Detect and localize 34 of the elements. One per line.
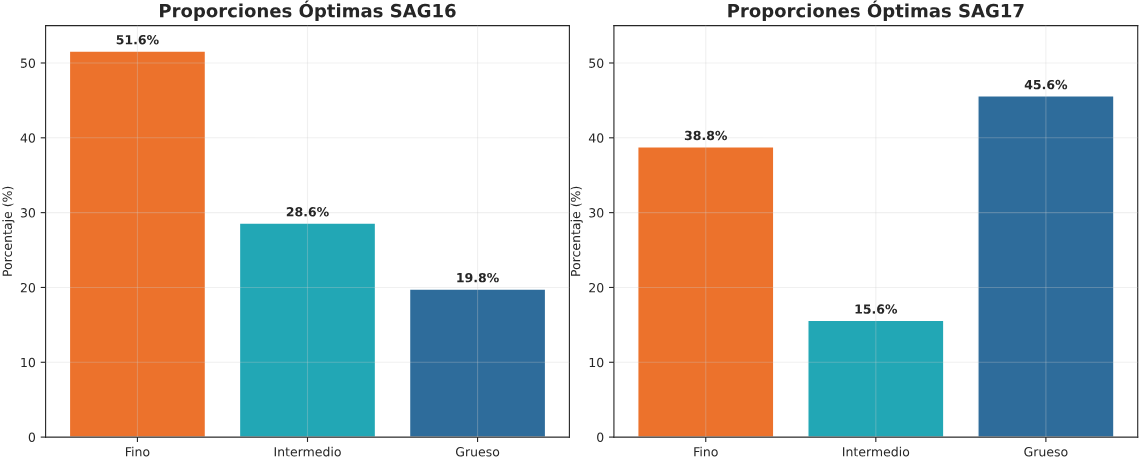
bar	[408, 288, 547, 438]
bar	[68, 50, 207, 438]
data-label: 51.6%	[116, 34, 159, 45]
data-label: 38.8%	[684, 130, 728, 141]
y-tick-label: 20	[589, 282, 604, 293]
y-tick-label: 10	[21, 357, 36, 368]
y-tick-label: 50	[20, 58, 36, 68]
data-label: 19.8%	[457, 272, 499, 283]
y-tick-label: 30	[20, 208, 36, 218]
chart-title: Proporciones Óptimas SAG17	[728, 0, 1024, 21]
y-axis-title: Porcentaje (%)	[2, 186, 15, 276]
y-tick-label: 30	[589, 208, 604, 218]
x-tick-label: Grueso	[1024, 447, 1068, 457]
data-label: 45.6%	[1024, 79, 1068, 90]
y-axis-title: Porcentaje (%)	[570, 186, 583, 276]
bar	[637, 146, 775, 438]
y-tick-label: 0	[597, 432, 604, 443]
y-tick-label: 10	[589, 357, 604, 368]
x-tick-label: Grueso	[455, 447, 500, 457]
x-tick-label: Intermedio	[274, 446, 341, 457]
bar	[977, 95, 1115, 438]
x-tick-label: Intermedio	[843, 446, 910, 457]
x-tick-label: Fino	[126, 446, 150, 457]
data-label: 15.6%	[855, 304, 898, 314]
x-tick-label: Fino	[694, 446, 718, 457]
data-label: 28.6%	[286, 207, 329, 217]
bar	[238, 222, 377, 438]
bar	[807, 319, 945, 438]
y-tick-label: 50	[589, 58, 604, 68]
chart-title: Proporciones Óptimas SAG16	[160, 0, 456, 21]
y-tick-label: 40	[20, 133, 36, 143]
y-tick-label: 40	[588, 133, 604, 143]
y-tick-label: 20	[20, 282, 36, 293]
y-tick-label: 0	[28, 432, 36, 443]
